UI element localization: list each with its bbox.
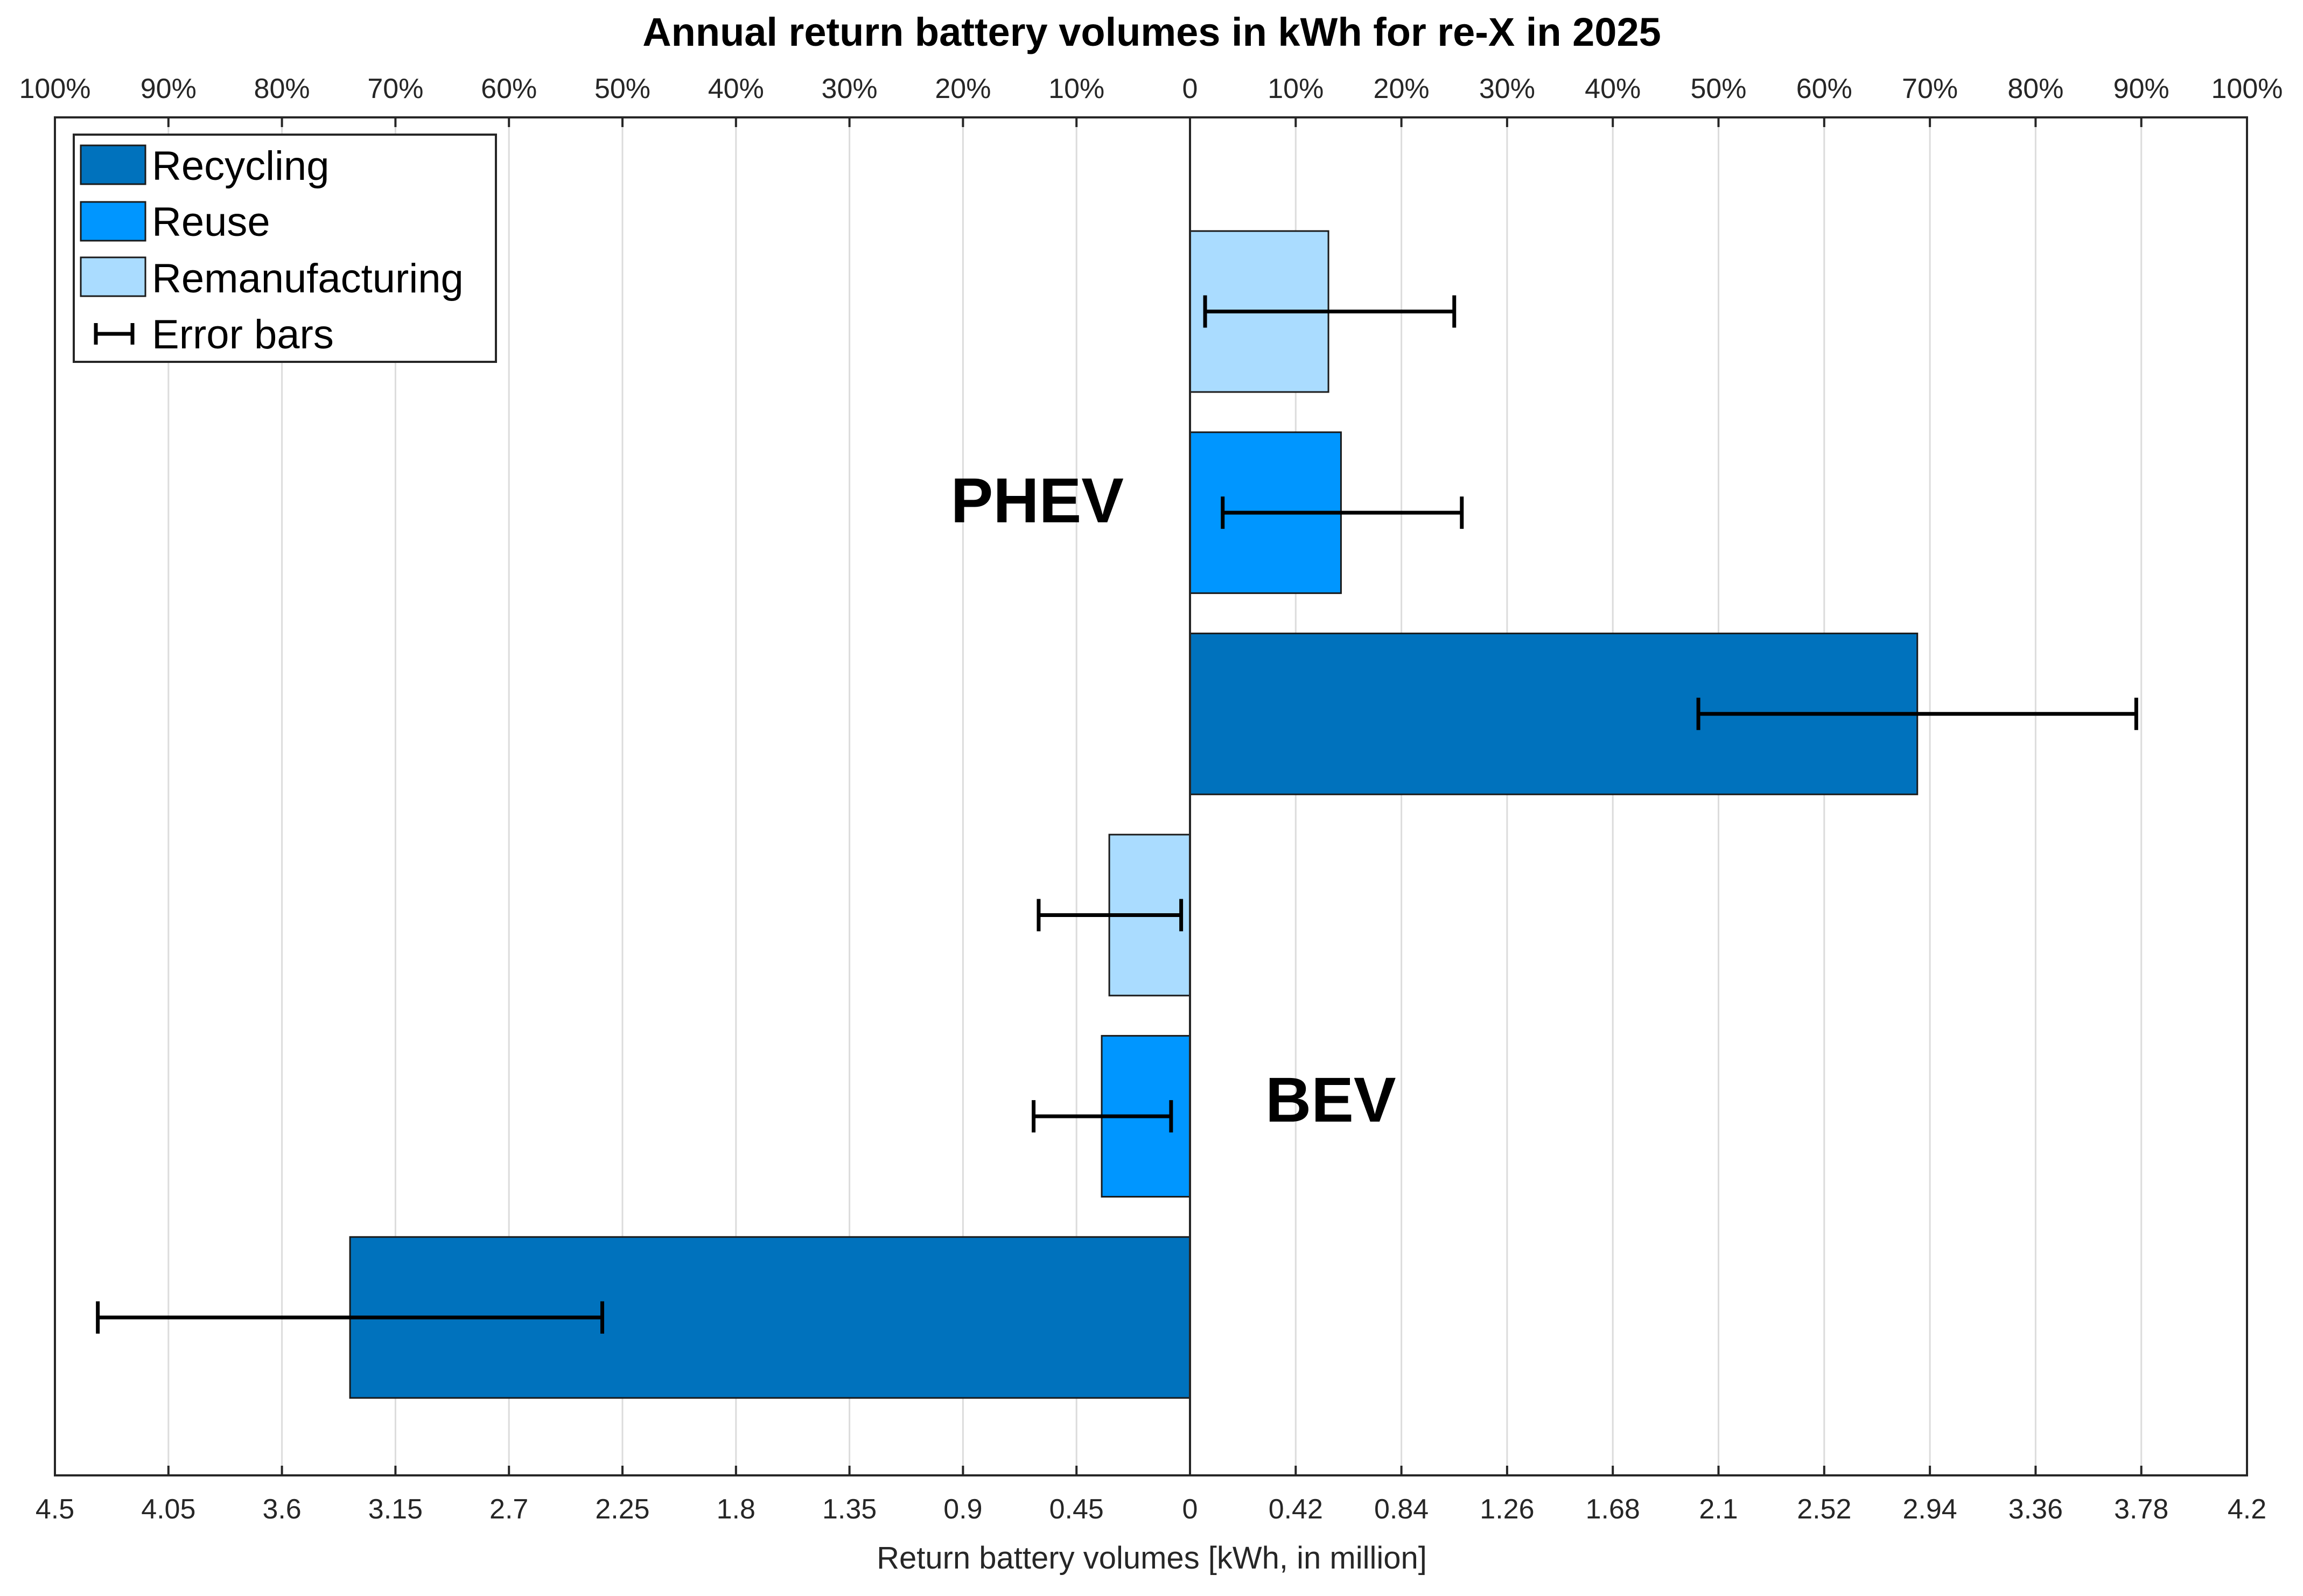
error-bars-layer: [96, 295, 2138, 1334]
top-tick-label: 30%: [822, 73, 878, 104]
top-tick-label: 40%: [1585, 73, 1641, 104]
legend-swatch-reuse: [80, 201, 146, 242]
bottom-tick-label: 0.9: [943, 1494, 982, 1525]
legend-label-reuse: Reuse: [152, 199, 270, 245]
top-tick-label: 50%: [1690, 73, 1746, 104]
errorbar-phev-reuse: [1221, 496, 1464, 529]
x-axis-title: Return battery volumes [kWh, in million]: [877, 1541, 1427, 1576]
top-tick-label: 20%: [935, 73, 991, 104]
top-tick-label: 10%: [1268, 73, 1324, 104]
bottom-tick-label: 0.84: [1374, 1494, 1429, 1525]
tick-labels: 4.5 100% 4.05 90% 3.6 80% 3.15 70% 2.7 60% 2.25 50%…: [19, 73, 2283, 1525]
grid-lines: [167, 117, 2143, 1475]
top-tick-label: 10%: [1048, 73, 1104, 104]
bottom-tick-label: 1.26: [1480, 1494, 1534, 1525]
plot-frame: [54, 116, 2248, 1476]
group-label-bev: BEV: [1265, 1065, 1396, 1136]
top-tick-label: 90%: [2113, 73, 2169, 104]
errorbar-bev-remanufacturing: [1037, 899, 1184, 932]
bottom-tick-label: 2.52: [1797, 1494, 1851, 1525]
top-tick-label: 80%: [254, 73, 310, 104]
chart-title: Annual return battery volumes in kWh for…: [642, 10, 1661, 54]
bottom-tick-label: 2.94: [1902, 1494, 1957, 1525]
legend-swatch-remanufacturing: [80, 256, 146, 297]
top-tick-label: 60%: [481, 73, 537, 104]
bottom-tick-label: 4.05: [141, 1494, 195, 1525]
top-tick-label: 0: [1182, 73, 1198, 104]
top-tick-label: 70%: [367, 73, 423, 104]
top-tick-label: 50%: [594, 73, 650, 104]
bottom-tick-label: 3.78: [2114, 1494, 2168, 1525]
bars-layer: [349, 230, 1919, 1399]
bottom-tick-label: 0: [1182, 1494, 1198, 1525]
bottom-tick-label: 4.2: [2228, 1494, 2266, 1525]
legend-label-error-bars: Error bars: [152, 312, 334, 358]
errorbar-bev-reuse: [1032, 1100, 1173, 1133]
bottom-tick-label: 0.42: [1269, 1494, 1323, 1525]
errorbar-phev-remanufacturing: [1203, 295, 1457, 328]
bottom-tick-label: 2.1: [1699, 1494, 1738, 1525]
legend-errorbar-icon: [94, 323, 135, 345]
top-tick-label: 30%: [1479, 73, 1535, 104]
bottom-tick-label: 3.15: [368, 1494, 423, 1525]
bottom-tick-label: 1.68: [1586, 1494, 1640, 1525]
bottom-tick-label: 3.6: [262, 1494, 301, 1525]
top-tick-label: 80%: [2007, 73, 2063, 104]
bottom-tick-label: 1.35: [822, 1494, 877, 1525]
top-tick-label: 60%: [1796, 73, 1852, 104]
top-tick-label: 20%: [1374, 73, 1430, 104]
bottom-tick-label: 1.8: [717, 1494, 755, 1525]
top-tick-label: 70%: [1902, 73, 1958, 104]
group-label-phev: PHEV: [951, 465, 1124, 536]
errorbar-phev-recycling: [1696, 697, 2138, 730]
bottom-tick-label: 3.36: [2008, 1494, 2063, 1525]
top-tick-label: 90%: [141, 73, 197, 104]
top-tick-label: 100%: [2211, 73, 2283, 104]
bottom-tick-label: 2.25: [595, 1494, 649, 1525]
errorbar-bev-recycling: [96, 1301, 605, 1334]
legend: Recycling Reuse Remanufacturing Error ba…: [73, 134, 497, 363]
bottom-tick-label: 4.5: [36, 1494, 74, 1525]
top-tick-label: 40%: [708, 73, 764, 104]
legend-label-remanufacturing: Remanufacturing: [152, 256, 464, 302]
top-tick-label: 100%: [19, 73, 91, 104]
legend-label-recycling: Recycling: [152, 143, 329, 189]
legend-swatch-recycling: [80, 144, 146, 185]
bottom-tick-label: 2.7: [489, 1494, 528, 1525]
bottom-tick-label: 0.45: [1049, 1494, 1104, 1525]
